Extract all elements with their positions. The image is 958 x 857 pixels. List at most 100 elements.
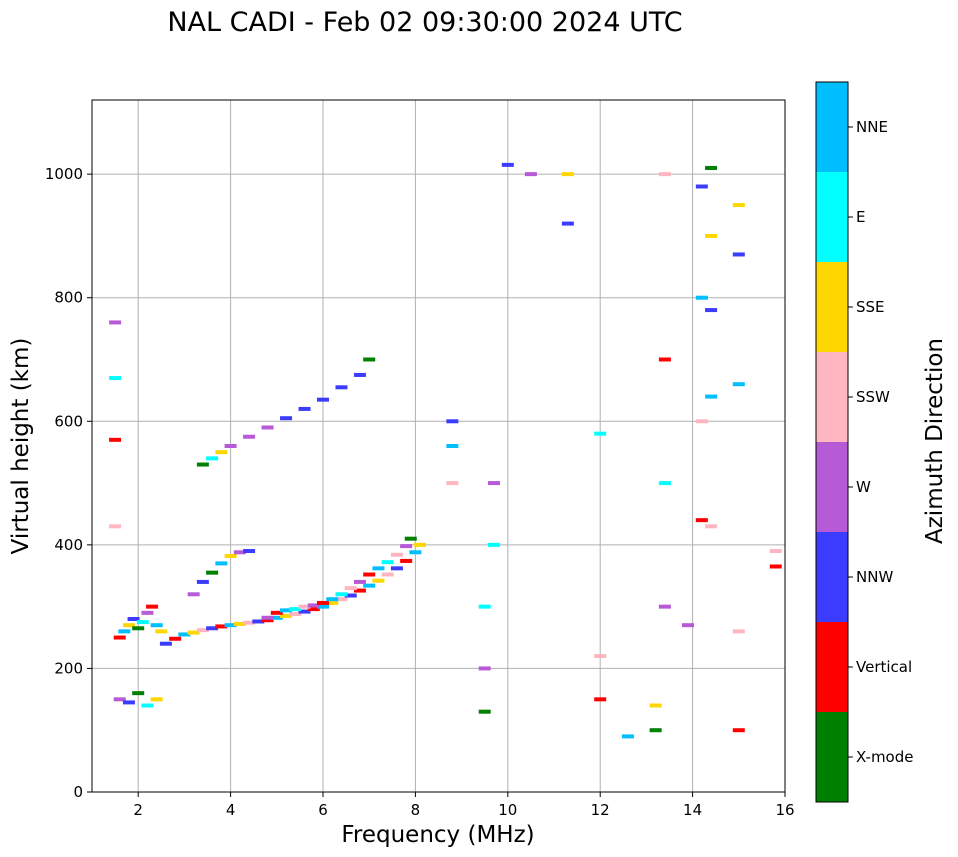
x-axis-ticks: 2 4 6 8 10 12 14 16 <box>133 792 795 819</box>
colorbar-segment <box>816 532 848 622</box>
echo-point <box>649 703 662 708</box>
colorbar-segment <box>816 712 848 802</box>
echo-point <box>478 666 491 671</box>
echo-point <box>196 462 209 467</box>
echo-point <box>298 609 311 614</box>
x-tick-label: 8 <box>411 801 421 819</box>
x-tick-label: 2 <box>133 801 143 819</box>
echo-point <box>280 613 293 618</box>
echo-point <box>372 566 385 571</box>
colorbar-tick-label: SSW <box>856 388 890 406</box>
colorbar-segment <box>816 172 848 262</box>
echo-point <box>224 623 237 628</box>
echo-point <box>215 450 228 455</box>
y-tick-label: 800 <box>54 289 83 307</box>
colorbar-segment <box>816 262 848 352</box>
echo-point <box>658 172 671 177</box>
echo-point <box>326 597 339 602</box>
colorbar: X-mode Vertical NNW W SSW SSE E NNE <box>815 81 913 803</box>
echo-point <box>122 700 135 705</box>
echo-point <box>243 549 256 554</box>
x-axis-label: Frequency (MHz) <box>341 822 534 848</box>
echo-point <box>353 588 366 593</box>
echo-point <box>224 444 237 448</box>
colorbar-label: Azimuth Direction <box>922 338 948 544</box>
echo-point <box>261 425 274 430</box>
echo-point <box>658 604 671 609</box>
colorbar-tick-label: NNE <box>856 118 888 136</box>
echo-point <box>621 734 634 739</box>
echo-point <box>109 524 122 529</box>
y-tick-label: 200 <box>54 659 83 677</box>
echo-point <box>215 561 228 566</box>
echo-point <box>289 607 302 612</box>
echo-point <box>705 394 718 399</box>
echo-point <box>243 434 256 439</box>
colorbar-tick-label: E <box>856 208 865 226</box>
echo-point <box>732 382 745 387</box>
echo-point <box>215 624 228 629</box>
echo-point <box>113 635 126 640</box>
echo-point <box>243 620 256 625</box>
echo-point <box>307 607 320 612</box>
echo-point <box>109 437 122 442</box>
echo-point <box>335 385 348 390</box>
echo-point <box>732 629 745 634</box>
y-axis-ticks: 0 200 400 600 800 1000 <box>45 165 92 801</box>
echo-point <box>487 481 500 486</box>
echo-point <box>113 697 126 702</box>
echo-point <box>695 184 708 189</box>
echo-point <box>159 641 172 646</box>
echo-point <box>141 610 154 615</box>
x-tick-label: 6 <box>318 801 328 819</box>
echo-point <box>363 572 376 577</box>
x-tick-label: 4 <box>226 801 236 819</box>
echo-point <box>409 550 422 555</box>
echo-point <box>705 165 718 170</box>
echo-point <box>705 233 718 238</box>
echo-point <box>127 617 140 621</box>
echo-point <box>146 604 159 609</box>
echo-point <box>307 603 320 608</box>
echo-point <box>446 481 459 486</box>
echo-point <box>150 623 163 628</box>
echo-point <box>298 604 311 609</box>
echo-point <box>252 619 265 624</box>
echo-point <box>122 623 135 628</box>
echo-point <box>695 518 708 523</box>
echo-point <box>270 610 283 615</box>
colorbar-tick-label: X-mode <box>856 748 913 766</box>
echo-point <box>344 586 357 591</box>
echo-point <box>769 549 782 554</box>
echo-point <box>478 604 491 609</box>
echo-point <box>298 406 311 411</box>
echo-point <box>594 431 607 436</box>
echo-point <box>187 592 200 597</box>
echo-point <box>732 252 745 257</box>
echo-point <box>695 295 708 300</box>
data-points <box>109 162 782 739</box>
echo-point <box>317 604 329 609</box>
plot-area-frame <box>91 99 786 793</box>
echo-point <box>705 524 718 529</box>
echo-point <box>109 320 122 325</box>
echo-point <box>317 600 329 605</box>
echo-point <box>561 221 574 226</box>
colorbar-segment <box>816 82 848 172</box>
echo-point <box>280 416 293 421</box>
echo-point <box>206 456 219 461</box>
echo-point <box>732 203 745 208</box>
colorbar-tick-label: SSE <box>856 298 885 316</box>
echo-point <box>261 618 274 623</box>
echo-point <box>381 572 394 577</box>
echo-point <box>390 552 403 557</box>
echo-point <box>372 578 385 583</box>
echo-point <box>206 570 219 575</box>
echo-point <box>594 654 607 659</box>
y-axis-label: Virtual height (km) <box>8 338 34 555</box>
echo-point <box>344 593 357 598</box>
echo-point <box>169 636 182 641</box>
echo-point <box>501 162 514 167</box>
echo-point <box>414 542 427 547</box>
